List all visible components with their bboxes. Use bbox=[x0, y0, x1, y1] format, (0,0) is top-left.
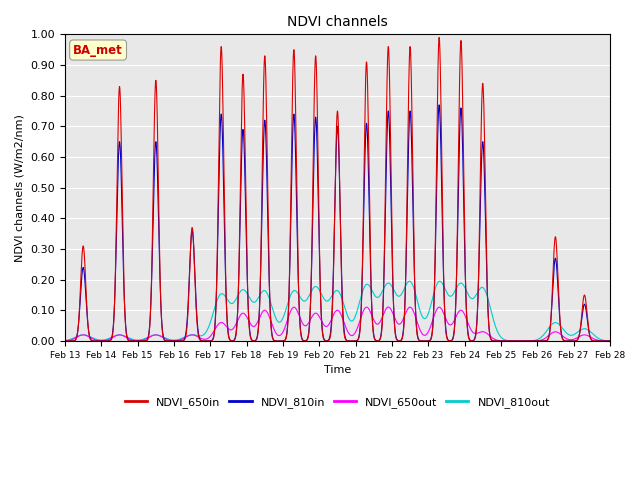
NDVI_810out bbox=[415, 306, 423, 312]
NDVI_810in bbox=[606, 338, 614, 344]
NDVI_810out bbox=[388, 283, 396, 289]
NDVI_810in bbox=[468, 338, 476, 344]
NDVI_810out bbox=[160, 335, 168, 340]
NDVI_650out bbox=[468, 328, 476, 334]
NDVI_650out bbox=[606, 338, 614, 344]
NDVI_810out bbox=[61, 337, 69, 343]
Line: NDVI_810out: NDVI_810out bbox=[65, 281, 610, 341]
NDVI_650out bbox=[269, 324, 277, 330]
NDVI_650in bbox=[160, 336, 168, 342]
NDVI_650in bbox=[61, 338, 69, 344]
NDVI_810out bbox=[516, 338, 524, 344]
NDVI_810in bbox=[160, 336, 168, 342]
NDVI_650in bbox=[468, 338, 476, 344]
NDVI_810out bbox=[406, 278, 413, 284]
NDVI_810in bbox=[415, 337, 423, 343]
NDVI_810out bbox=[269, 308, 277, 314]
NDVI_810out bbox=[606, 338, 614, 344]
NDVI_650out bbox=[515, 338, 523, 344]
NDVI_650in bbox=[388, 223, 396, 228]
NDVI_810in bbox=[388, 236, 396, 242]
NDVI_650in bbox=[435, 35, 443, 40]
NDVI_650out bbox=[160, 336, 168, 341]
NDVI_650out bbox=[388, 308, 396, 314]
NDVI_810in bbox=[515, 338, 523, 344]
NDVI_810in bbox=[435, 102, 443, 108]
Legend: NDVI_650in, NDVI_810in, NDVI_650out, NDVI_810out: NDVI_650in, NDVI_810in, NDVI_650out, NDV… bbox=[120, 393, 554, 412]
Line: NDVI_650in: NDVI_650in bbox=[65, 37, 610, 341]
NDVI_650in bbox=[269, 337, 277, 343]
Text: BA_met: BA_met bbox=[73, 44, 123, 57]
NDVI_650in bbox=[515, 338, 523, 344]
NDVI_650in bbox=[606, 338, 614, 344]
NDVI_810out bbox=[509, 338, 517, 344]
NDVI_650in bbox=[415, 338, 423, 344]
Line: NDVI_810in: NDVI_810in bbox=[65, 105, 610, 341]
NDVI_650out bbox=[509, 338, 517, 344]
NDVI_810in bbox=[269, 336, 277, 342]
NDVI_650in bbox=[509, 338, 517, 344]
NDVI_650out bbox=[415, 326, 423, 332]
Title: NDVI channels: NDVI channels bbox=[287, 15, 388, 29]
NDVI_810in bbox=[61, 338, 69, 344]
NDVI_810in bbox=[509, 338, 517, 344]
NDVI_650out bbox=[61, 338, 69, 344]
NDVI_810out bbox=[468, 296, 476, 301]
Y-axis label: NDVI channels (W/m2/nm): NDVI channels (W/m2/nm) bbox=[15, 114, 25, 262]
X-axis label: Time: Time bbox=[324, 365, 351, 375]
Line: NDVI_650out: NDVI_650out bbox=[65, 307, 610, 341]
NDVI_650out bbox=[385, 304, 392, 310]
